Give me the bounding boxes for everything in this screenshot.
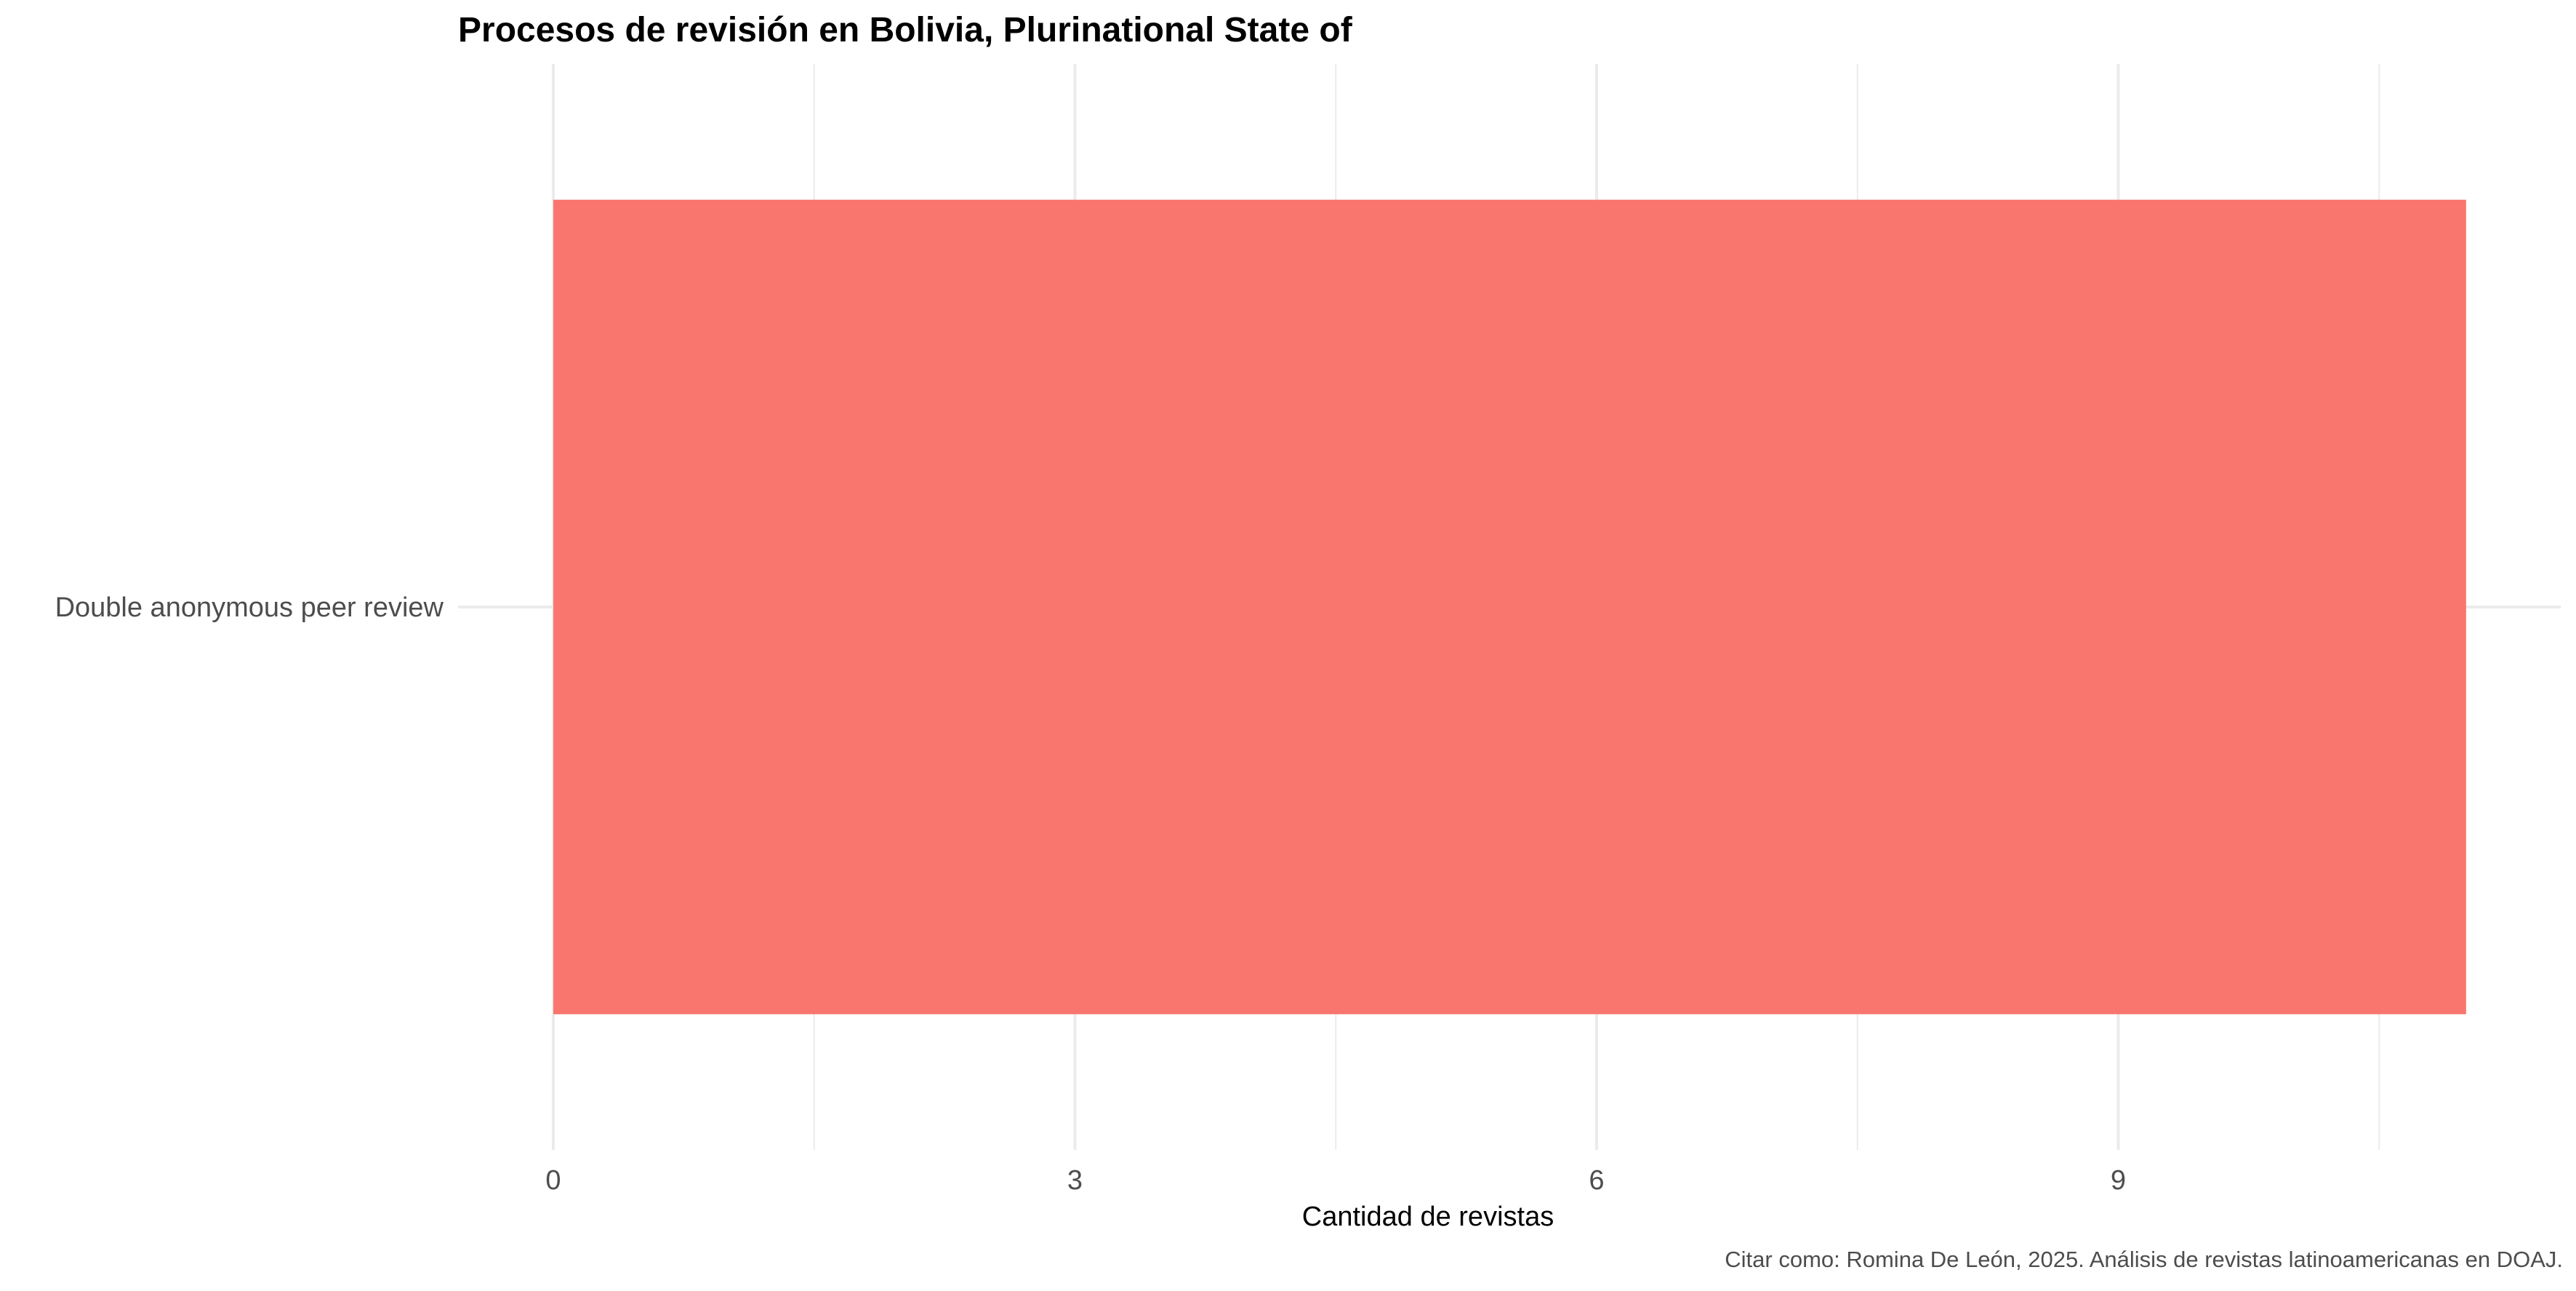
y-tick-label: Double anonymous peer review xyxy=(55,592,444,623)
labels: Procesos de revisión en Bolivia, Plurina… xyxy=(55,11,2563,1272)
bars xyxy=(553,199,2466,1015)
x-tick-label: 3 xyxy=(1067,1165,1083,1196)
x-tick-label: 9 xyxy=(2111,1165,2126,1196)
bar xyxy=(553,199,2466,1015)
chart-caption: Citar como: Romina De León, 2025. Anális… xyxy=(1725,1247,2563,1272)
x-tick-label: 0 xyxy=(545,1165,561,1196)
chart-title: Procesos de revisión en Bolivia, Plurina… xyxy=(458,11,1353,49)
x-tick-label: 6 xyxy=(1589,1165,1604,1196)
x-axis-title: Cantidad de revistas xyxy=(1302,1202,1554,1232)
